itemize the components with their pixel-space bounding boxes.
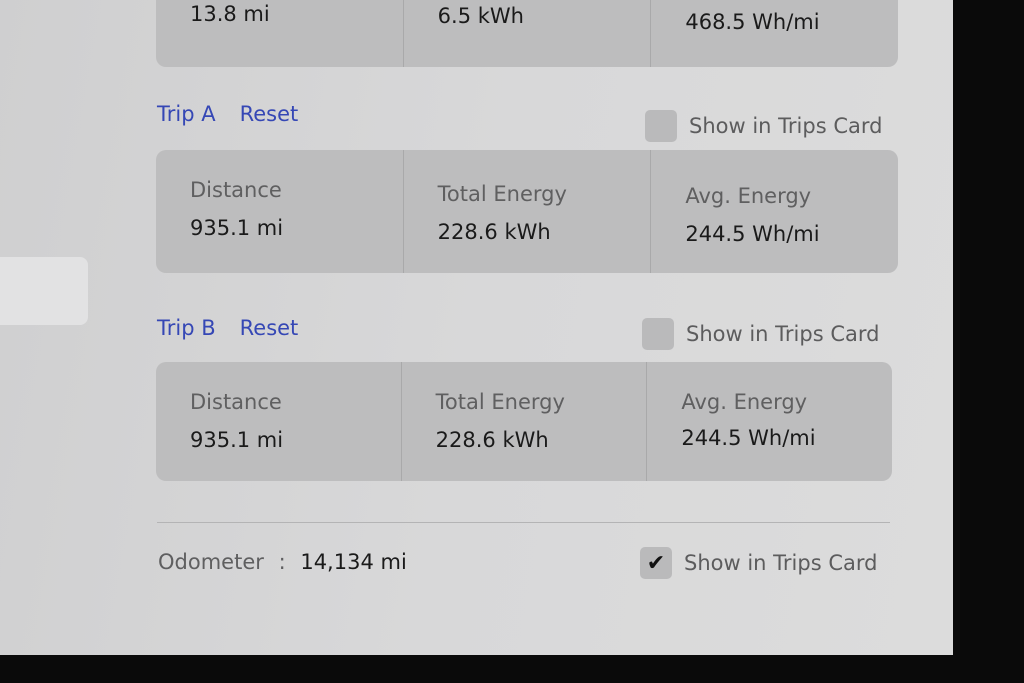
- checkmark-icon[interactable]: ✔: [640, 547, 672, 579]
- trip-b-header: Trip B Reset: [157, 316, 322, 340]
- trip-b-show-checkbox[interactable]: Show in Trips Card: [642, 318, 879, 350]
- trip-a-reset-button[interactable]: Reset: [239, 102, 299, 126]
- distance-label: Distance: [190, 178, 282, 202]
- trip-a-title: Trip A: [157, 102, 216, 126]
- energy-label: Total Energy: [437, 182, 567, 206]
- sidebar-item[interactable]: [0, 257, 88, 325]
- odometer-label: Odometer: [158, 550, 264, 574]
- trips-screen: 13.8 mi 6.5 kWh 468.5 Wh/mi Trip A Reset …: [0, 0, 953, 655]
- checkbox-label: Show in Trips Card: [686, 322, 880, 346]
- energy-value: 228.6 kWh: [435, 428, 549, 452]
- avg-value: 244.5 Wh/mi: [685, 222, 820, 246]
- trip-a-header: Trip A Reset: [157, 102, 322, 126]
- distance-cell: 13.8 mi: [156, 0, 403, 67]
- current-trip-card: 13.8 mi 6.5 kWh 468.5 Wh/mi: [156, 0, 898, 67]
- odometer: Odometer : 14,134 mi: [158, 550, 407, 574]
- avg-label: Avg. Energy: [685, 184, 812, 208]
- distance-value: 13.8 mi: [190, 2, 270, 26]
- energy-label: Total Energy: [435, 390, 565, 414]
- avg-cell: 468.5 Wh/mi: [650, 0, 898, 67]
- trip-b-card: Distance 935.1 mi Total Energy 228.6 kWh A…: [156, 362, 892, 481]
- odometer-value: 14,134 mi: [300, 550, 407, 574]
- checkbox-label: Show in Trips Card: [684, 551, 878, 575]
- trip-b-reset-button[interactable]: Reset: [239, 316, 299, 340]
- divider: [157, 522, 890, 523]
- avg-value: 244.5 Wh/mi: [681, 426, 816, 450]
- odometer-show-checkbox[interactable]: ✔ Show in Trips Card: [640, 547, 877, 579]
- energy-value: 228.6 kWh: [437, 220, 551, 244]
- trip-b-title: Trip B: [157, 316, 216, 340]
- odometer-separator: :: [278, 550, 286, 574]
- checkbox-label: Show in Trips Card: [689, 114, 883, 138]
- checkbox-box[interactable]: [642, 318, 674, 350]
- avg-label: Avg. Energy: [681, 390, 808, 414]
- trip-a-show-checkbox[interactable]: Show in Trips Card: [645, 110, 882, 142]
- energy-value: 6.5 kWh: [437, 4, 524, 28]
- avg-value: 468.5 Wh/mi: [685, 10, 820, 34]
- trip-a-card: Distance 935.1 mi Total Energy 228.6 kWh A…: [156, 150, 898, 273]
- distance-value: 935.1 mi: [190, 216, 284, 240]
- distance-label: Distance: [190, 390, 282, 414]
- checkbox-box[interactable]: [645, 110, 677, 142]
- distance-value: 935.1 mi: [190, 428, 284, 452]
- energy-cell: 6.5 kWh: [402, 0, 651, 67]
